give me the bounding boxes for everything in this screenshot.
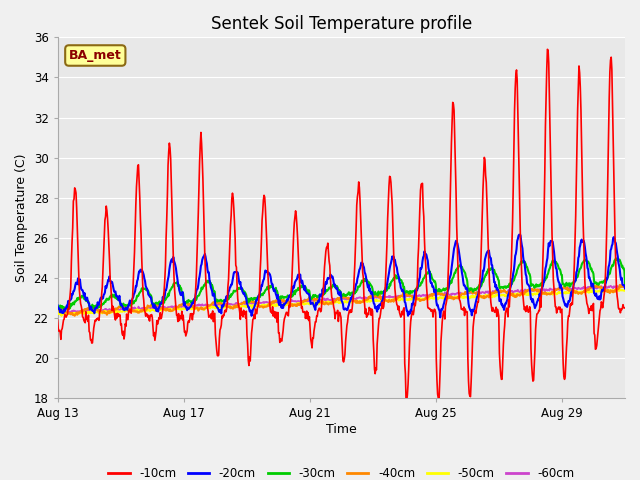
Legend: -10cm, -20cm, -30cm, -40cm, -50cm, -60cm: -10cm, -20cm, -30cm, -40cm, -50cm, -60cm bbox=[104, 462, 579, 480]
Title: Sentek Soil Temperature profile: Sentek Soil Temperature profile bbox=[211, 15, 472, 33]
Text: BA_met: BA_met bbox=[69, 49, 122, 62]
X-axis label: Time: Time bbox=[326, 423, 356, 436]
Y-axis label: Soil Temperature (C): Soil Temperature (C) bbox=[15, 154, 28, 282]
